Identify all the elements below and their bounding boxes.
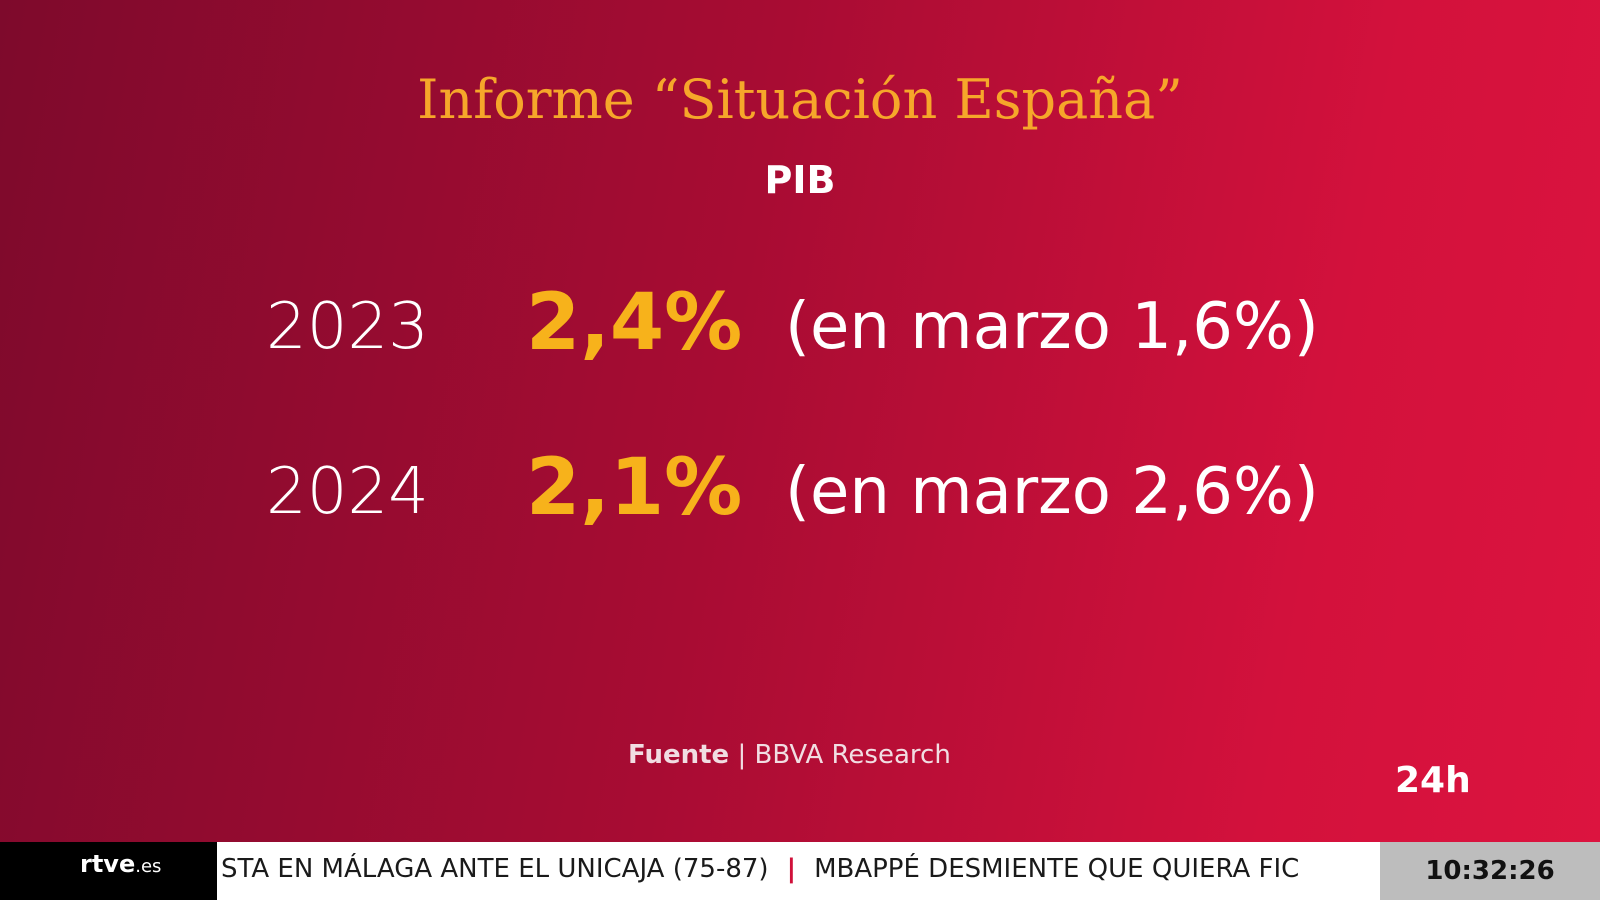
ticker-text: STA EN MÁLAGA ANTE EL UNICAJA (75-87) | MB… — [221, 854, 1299, 884]
logo-suffix: .es — [135, 856, 162, 877]
year: 2023 — [266, 290, 429, 364]
rtve-logo: rtve.es — [80, 850, 161, 878]
separator: | — [737, 740, 747, 770]
note: (en marzo 2,6%) — [785, 455, 1319, 529]
title: Informe “Situación España” — [417, 68, 1183, 131]
ticker-bar: rtve.es STA EN MÁLAGA ANTE EL UNICAJA (7… — [0, 842, 1600, 900]
subtitle: PIB — [764, 158, 836, 202]
ticker-item: STA EN MÁLAGA ANTE EL UNICAJA (75-87) — [221, 854, 769, 884]
source-label: Fuente — [628, 740, 730, 770]
channel-logo: 24h — [1395, 760, 1471, 801]
ticker: STA EN MÁLAGA ANTE EL UNICAJA (75-87) | MB… — [217, 842, 1380, 900]
value: 2,4% — [526, 278, 743, 368]
ticker-separator: | — [786, 854, 797, 884]
note: (en marzo 1,6%) — [785, 290, 1319, 364]
source-text: BBVA Research — [754, 740, 951, 770]
value: 2,1% — [526, 443, 743, 533]
clock: 10:32:26 — [1380, 842, 1600, 900]
source: Fuente | BBVA Research — [628, 740, 951, 770]
ticker-item: MBAPPÉ DESMIENTE QUE QUIERA FIC — [814, 854, 1300, 884]
logo-text: rtve — [80, 850, 136, 878]
year: 2024 — [266, 455, 429, 529]
